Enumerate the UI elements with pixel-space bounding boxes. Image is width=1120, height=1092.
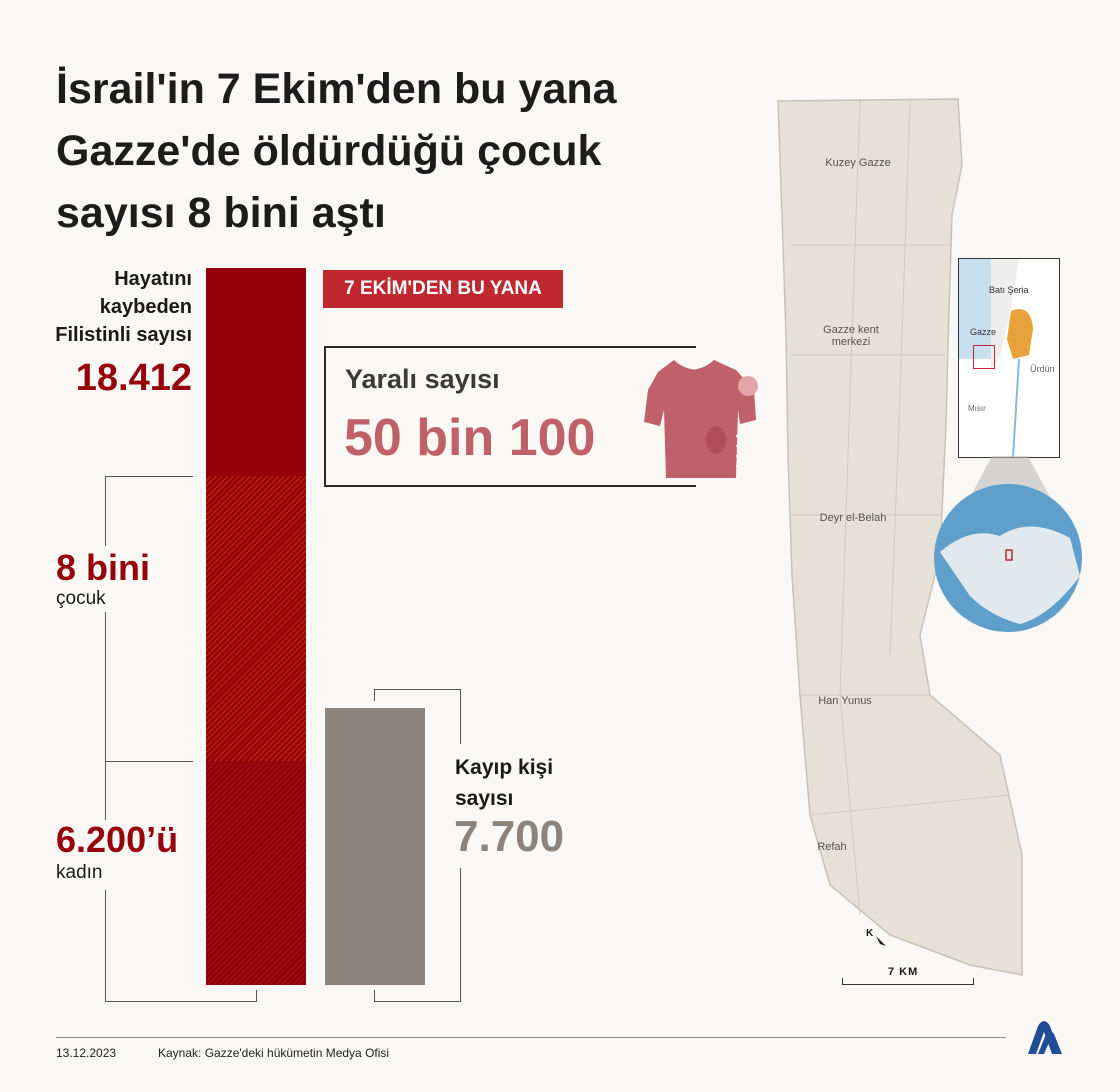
since-tag: 7 EKİM'DEN BU YANA <box>323 270 563 308</box>
missing-bracket-upper <box>460 689 461 744</box>
missing-bracket-bottom <box>374 1001 461 1002</box>
children-value: 8 bini <box>56 547 151 588</box>
inset-gaza-highlight <box>973 345 995 369</box>
killed-bar-other <box>206 268 306 476</box>
north-arrow-icon <box>876 936 886 946</box>
bracket-bottom <box>105 1001 257 1002</box>
inset-map-shapes <box>959 259 1033 458</box>
inset-label-jordan: Ürdün <box>1030 364 1055 374</box>
missing-label-line-2: sayısı <box>455 787 514 810</box>
scale-bar <box>842 984 974 985</box>
wounded-label: Yaralı sayısı <box>345 364 500 394</box>
title-line-3: sayısı 8 bini aştı <box>56 189 386 237</box>
map-label-deir-al-balah: Deyr el-Belah <box>819 512 887 524</box>
scale-tick-left <box>842 978 843 985</box>
women-value: 6.200’ü <box>56 819 179 860</box>
missing-label: Kayıp kişi sayısı <box>455 752 553 814</box>
missing-bracket-tick-bottom <box>374 990 375 1002</box>
inset-label-egypt: Mısır <box>968 404 986 413</box>
inset-label-gaza: Gazze <box>970 327 997 337</box>
missing-bar <box>325 708 425 985</box>
inset-map <box>958 258 1060 458</box>
title-line-2: Gazze'de öldürdüğü çocuk <box>56 127 602 175</box>
aa-logo-icon <box>1028 1021 1062 1054</box>
scale-label: 7 KM <box>888 966 919 978</box>
missing-label-line-1: Kayıp kişi <box>455 756 554 779</box>
globe-icon <box>934 456 1082 632</box>
gaza-map <box>777 98 1023 976</box>
missing-bracket-top <box>374 689 461 690</box>
inset-label-west-bank: Batı Şeria <box>989 285 1029 295</box>
footer-source: Kaynak: Gazze'deki hükümetin Medya Ofisi <box>158 1046 390 1060</box>
footer-divider <box>56 1037 1006 1038</box>
footer-date: 13.12.2023 <box>56 1046 117 1060</box>
missing-bracket-lower <box>460 868 461 1002</box>
bracket-tick <box>256 990 257 1002</box>
killed-bar-women <box>206 761 306 985</box>
bracket-divider <box>105 761 193 762</box>
killed-label-line-2: kaybeden <box>99 296 192 318</box>
wounded-person-icon <box>644 360 758 478</box>
bracket-middle <box>105 612 106 820</box>
map-label-khan-yunis: Han Yunus <box>818 695 872 707</box>
page-title: İsrail'in 7 Ekim'den bu yana Gazze'de öl… <box>56 58 716 244</box>
wounded-value: 50 bin 100 <box>344 409 596 467</box>
missing-bracket-tick-top <box>374 689 375 701</box>
wounded-box-top <box>324 346 696 348</box>
women-label: kadın <box>56 862 103 883</box>
wounded-box-left <box>324 346 326 486</box>
bracket-top <box>105 476 193 477</box>
killed-label-line-1: Hayatını <box>114 268 192 290</box>
map-label-north-gaza: Kuzey Gazze <box>825 157 891 169</box>
map-label-rafah: Refah <box>817 841 847 853</box>
killed-bar-children <box>206 476 306 761</box>
north-label: K <box>866 928 874 939</box>
killed-label: Hayatını kaybeden Filistinli sayısı <box>20 265 192 349</box>
scale-tick-right <box>973 978 974 985</box>
wounded-box-bottom <box>324 485 696 487</box>
children-label: çocuk <box>56 588 106 609</box>
bracket-upper <box>105 476 106 546</box>
killed-value: 18.412 <box>75 357 192 399</box>
bracket-lower <box>105 890 106 1002</box>
map-label-gaza-city: Gazze kent merkezi <box>823 324 879 348</box>
missing-value: 7.700 <box>454 812 565 861</box>
title-line-1: İsrail'in 7 Ekim'den bu yana <box>56 65 617 113</box>
killed-label-line-3: Filistinli sayısı <box>55 324 192 346</box>
